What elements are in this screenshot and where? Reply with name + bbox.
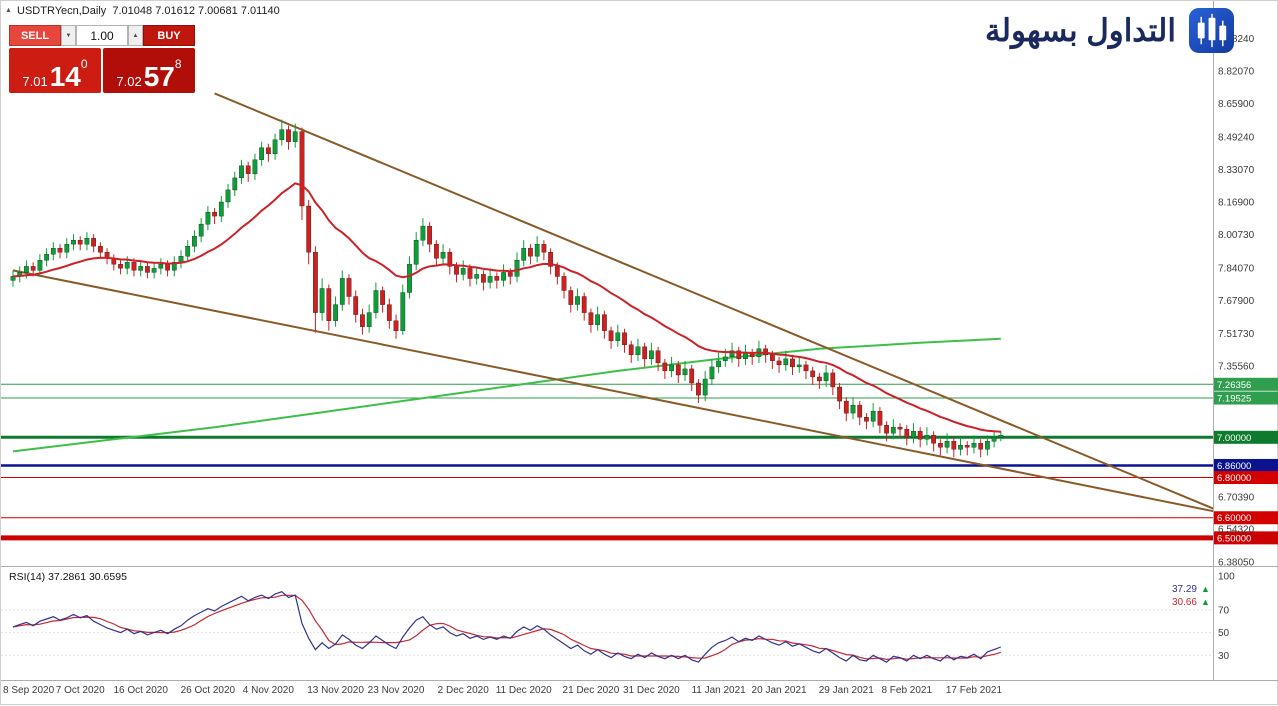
- svg-text:8.49240: 8.49240: [1218, 133, 1255, 144]
- svg-text:11 Jan 2021: 11 Jan 2021: [691, 685, 746, 696]
- rsi-line: [12, 591, 1002, 663]
- svg-text:8.33070: 8.33070: [1218, 165, 1255, 176]
- rsi-value-marker: 30.66: [1172, 597, 1197, 608]
- sell-price-pips: 14: [49, 60, 81, 92]
- quote-tiles: 7.01 14 0 7.02 57 8: [9, 48, 195, 93]
- sell-price-display[interactable]: 7.01 14 0: [9, 48, 101, 93]
- volume-down-icon[interactable]: ▼: [61, 25, 76, 46]
- collapse-arrow-icon[interactable]: ▲: [5, 7, 12, 14]
- time-axis[interactable]: 8 Sep 2020 7 Oct 2020 16 Oct 2020 26 Oct 20…: [3, 685, 1002, 696]
- buy-price-pips: 57: [143, 60, 175, 92]
- chart-frame: [1, 1, 1278, 681]
- trendline-upper[interactable]: [214, 92, 1216, 510]
- sell-button[interactable]: SELL: [9, 25, 61, 46]
- buy-button[interactable]: BUY: [143, 25, 195, 46]
- svg-text:23 Nov 2020: 23 Nov 2020: [368, 685, 425, 696]
- rsi-signal-line: [12, 594, 1001, 661]
- candles-layer: [10, 119, 1004, 458]
- svg-text:50: 50: [1218, 628, 1230, 639]
- svg-text:20 Jan 2021: 20 Jan 2021: [752, 685, 807, 696]
- buy-price-point: 8: [174, 57, 182, 71]
- svg-text:8 Sep 2020: 8 Sep 2020: [3, 685, 55, 696]
- svg-text:8.65900: 8.65900: [1218, 99, 1255, 110]
- svg-text:2 Dec 2020: 2 Dec 2020: [438, 685, 490, 696]
- svg-text:7.35560: 7.35560: [1218, 361, 1255, 372]
- svg-text:6.80000: 6.80000: [1217, 473, 1251, 484]
- svg-text:8 Feb 2021: 8 Feb 2021: [881, 685, 932, 696]
- svg-text:11 Dec 2020: 11 Dec 2020: [496, 685, 552, 696]
- svg-text:7.84070: 7.84070: [1218, 264, 1255, 275]
- broker-logo-text: التداول بسهولة: [984, 12, 1176, 48]
- svg-text:7.00000: 7.00000: [1217, 433, 1251, 444]
- buy-price-prefix: 7.02: [116, 74, 142, 89]
- svg-text:6.86000: 6.86000: [1217, 461, 1251, 472]
- svg-text:6.38050: 6.38050: [1218, 557, 1255, 568]
- sell-price-prefix: 7.01: [22, 74, 48, 89]
- svg-text:13 Nov 2020: 13 Nov 2020: [307, 685, 364, 696]
- svg-text:21 Dec 2020: 21 Dec 2020: [563, 685, 620, 696]
- svg-text:8.00730: 8.00730: [1218, 230, 1255, 241]
- volume-input[interactable]: 1.00: [76, 25, 128, 46]
- rsi-value-marker: 37.29: [1172, 584, 1197, 595]
- green-ma-line[interactable]: [12, 337, 1001, 453]
- svg-text:7.51730: 7.51730: [1218, 329, 1255, 340]
- svg-text:30: 30: [1218, 651, 1230, 662]
- svg-text:26 Oct 2020: 26 Oct 2020: [181, 685, 236, 696]
- broker-logo: التداول بسهولة: [985, 7, 1235, 54]
- trendline-lower[interactable]: [12, 269, 1216, 513]
- chart-title: USDTRYecn,Daily 7.01048 7.01612 7.00681 …: [17, 5, 280, 17]
- svg-text:6.60000: 6.60000: [1217, 513, 1251, 524]
- broker-logo-icon: [1188, 7, 1235, 54]
- svg-text:17 Feb 2021: 17 Feb 2021: [946, 685, 1003, 696]
- svg-text:7.19525: 7.19525: [1217, 394, 1251, 405]
- svg-text:8.98240: 8.98240: [1218, 34, 1255, 45]
- svg-text:8.16900: 8.16900: [1218, 198, 1255, 209]
- sell-price-point: 0: [80, 57, 88, 71]
- up-arrow-icon: ▲: [1201, 597, 1210, 607]
- svg-text:7.26356: 7.26356: [1217, 380, 1251, 391]
- horizontal-level-lines[interactable]: [1, 383, 1213, 541]
- svg-text:4 Nov 2020: 4 Nov 2020: [243, 685, 295, 696]
- svg-text:7.67900: 7.67900: [1218, 296, 1255, 307]
- price-axis[interactable]: 8.98240 8.82070 8.65900 8.49240 8.33070 8.169…: [1218, 34, 1255, 568]
- one-click-trading-panel: SELL ▼ 1.00 ▲ BUY 7.01 14 0 7.02 57 8: [9, 25, 195, 93]
- rsi-panel[interactable]: 100 70 50 30 37.29 ▲ 30.66 ▲: [1, 571, 1235, 663]
- rsi-indicator-label: RSI(14) 37.2861 30.6595: [9, 571, 127, 583]
- svg-text:16 Oct 2020: 16 Oct 2020: [113, 685, 168, 696]
- svg-text:6.70390: 6.70390: [1218, 492, 1255, 503]
- svg-text:7 Oct 2020: 7 Oct 2020: [56, 685, 105, 696]
- svg-text:6.50000: 6.50000: [1217, 533, 1251, 544]
- svg-text:6.54320: 6.54320: [1218, 525, 1255, 536]
- svg-text:31 Dec 2020: 31 Dec 2020: [623, 685, 680, 696]
- svg-text:8.82070: 8.82070: [1218, 67, 1255, 78]
- svg-text:100: 100: [1218, 571, 1235, 582]
- volume-up-icon[interactable]: ▲: [128, 25, 143, 46]
- buy-price-display[interactable]: 7.02 57 8: [103, 48, 195, 93]
- red-ma-line[interactable]: [12, 182, 1001, 433]
- svg-text:70: 70: [1218, 605, 1230, 616]
- order-controls-row: SELL ▼ 1.00 ▲ BUY: [9, 25, 195, 46]
- svg-text:29 Jan 2021: 29 Jan 2021: [819, 685, 874, 696]
- up-arrow-icon: ▲: [1201, 584, 1210, 594]
